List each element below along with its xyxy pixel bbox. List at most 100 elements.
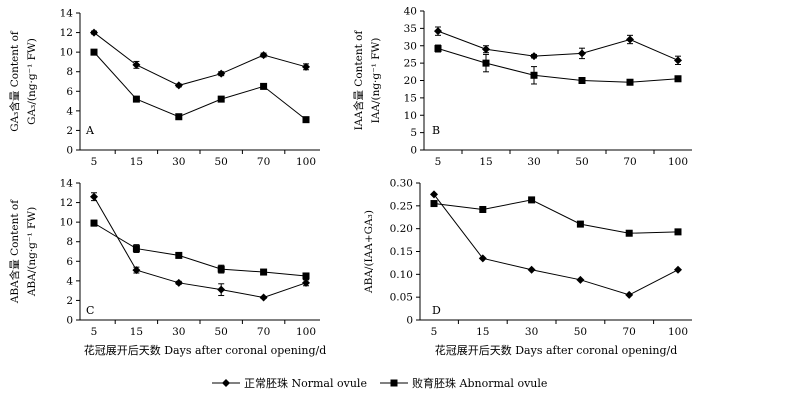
x-tick-label: 30 (527, 156, 540, 168)
y-tick-label: 4 (66, 275, 73, 287)
data-point (576, 220, 584, 228)
series-line (437, 48, 679, 83)
series-line (93, 32, 307, 86)
data-point (217, 265, 225, 273)
series-line (93, 222, 307, 277)
y-tick-label: 15 (404, 92, 417, 104)
legend-normal-marker (222, 379, 230, 387)
data-point (259, 293, 268, 302)
data-point (527, 265, 536, 274)
series-normal (434, 26, 682, 66)
data-point (260, 268, 268, 276)
x-tick-label: 5 (91, 326, 98, 338)
data-point (478, 254, 487, 263)
data-point (217, 95, 225, 103)
series-normal (90, 192, 310, 302)
x-tick-label: 5 (431, 326, 438, 338)
y-tick-label: 6 (66, 86, 73, 98)
panel-letter: C (86, 304, 94, 317)
x-tick-label: 70 (623, 156, 636, 168)
y-tick-label: 25 (404, 58, 417, 70)
x-tick-label: 30 (172, 156, 185, 168)
data-point (132, 60, 141, 69)
y-axis-label-line2: IAA/(ng·g⁻¹ FW) (370, 38, 382, 124)
y-tick-label: 30 (404, 40, 417, 52)
x-tick-label: 5 (435, 156, 442, 168)
series-line (433, 199, 679, 234)
x-tick-label: 15 (476, 326, 489, 338)
data-point (174, 81, 183, 90)
x-tick-label: 5 (91, 156, 98, 168)
x-tick-label: 30 (525, 326, 538, 338)
series-abnormal (90, 219, 310, 280)
data-point (479, 205, 487, 213)
y-tick-label: 10 (60, 217, 73, 229)
data-point (625, 290, 634, 299)
x-tick-label: 50 (215, 156, 228, 168)
data-point (578, 77, 586, 84)
data-point (626, 35, 634, 44)
y-tick-label: 8 (66, 66, 73, 78)
y-tick-label: 6 (66, 256, 73, 268)
x-tick-label: 50 (575, 156, 588, 168)
data-point (674, 265, 682, 274)
series-normal (430, 190, 682, 299)
y-tick-label: 14 (60, 178, 74, 190)
y-tick-label: 0.05 (390, 292, 413, 304)
data-point (217, 285, 226, 294)
y-tick-label: 8 (66, 236, 73, 248)
x-tick-label: 100 (668, 326, 688, 338)
data-point (674, 228, 682, 236)
legend-abnormal: 败育胚珠 Abnormal ovule (380, 376, 547, 390)
data-point (434, 45, 442, 53)
data-point (90, 28, 98, 37)
x-tick-label: 50 (574, 326, 587, 338)
x-axis-label: 花冠展开后天数 Days after coronal opening/d (84, 344, 327, 357)
y-tick-label: 0.10 (390, 269, 413, 281)
data-point (430, 200, 438, 208)
y-axis-label-line1: GA₃含量 Content of (8, 30, 21, 132)
data-point (302, 62, 310, 71)
data-point (132, 95, 140, 103)
y-axis-label-line2: ABA/(ng·g⁻¹ FW) (26, 207, 38, 297)
y-tick-label: 0 (406, 315, 413, 327)
y-tick-label: 0 (66, 145, 73, 157)
x-tick-label: 70 (623, 326, 636, 338)
x-tick-label: 50 (215, 326, 228, 338)
data-point (90, 192, 98, 201)
y-axis-label: ABA/(IAA+GA₃) (363, 210, 375, 294)
panel-c: 0 2 4 6 8 10 12 14 5 15 30 50 70 100 ABA含量 Content of A… (8, 178, 326, 358)
x-tick-label: 15 (130, 326, 143, 338)
data-point (90, 219, 98, 227)
x-tick-label: 15 (479, 156, 492, 168)
y-tick-label: 12 (60, 197, 73, 209)
y-tick-label: 0 (66, 315, 73, 327)
y-tick-label: 35 (404, 23, 417, 35)
data-point (578, 49, 586, 58)
data-point (260, 82, 268, 90)
y-tick-label: 14 (60, 8, 74, 20)
legend: 正常胚珠 Normal ovule 败育胚珠 Abnormal ovule (212, 376, 547, 390)
data-point (482, 45, 490, 54)
data-point (302, 116, 310, 124)
data-point (530, 71, 538, 79)
panel-letter: B (432, 124, 440, 137)
legend-normal-label: 正常胚珠 Normal ovule (244, 376, 367, 390)
data-point (302, 272, 310, 280)
panel-letter: A (85, 124, 95, 137)
y-tick-label: 20 (404, 75, 417, 87)
series-line (437, 30, 679, 61)
data-point (175, 251, 183, 259)
data-point (674, 75, 682, 83)
x-tick-label: 70 (257, 326, 270, 338)
x-tick-label: 15 (130, 156, 143, 168)
series-line (93, 51, 307, 121)
data-point (434, 27, 442, 36)
y-tick-label: 2 (66, 295, 73, 307)
x-tick-label: 70 (257, 156, 270, 168)
legend-normal: 正常胚珠 Normal ovule (212, 376, 367, 390)
y-tick-label: 12 (60, 27, 73, 39)
series-abnormal (434, 44, 682, 86)
data-point (430, 190, 438, 199)
